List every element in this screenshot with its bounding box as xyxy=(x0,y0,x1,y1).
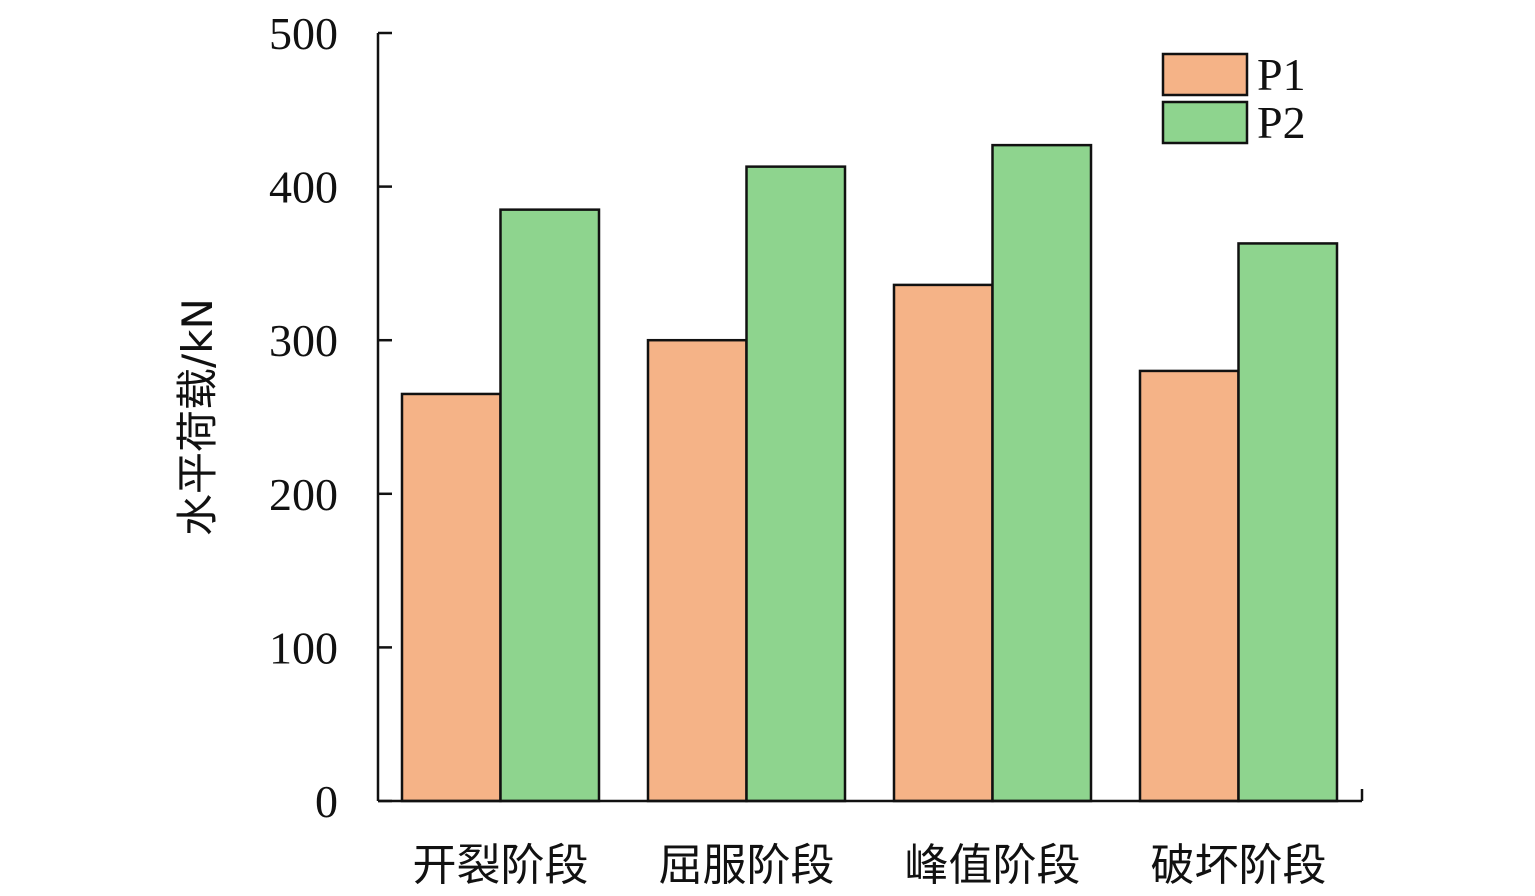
x-category-label: 破坏阶段 xyxy=(1151,840,1327,891)
y-tick-label: 0 xyxy=(315,776,338,827)
bar-p1-4 xyxy=(1138,369,1240,803)
bar-p2-4 xyxy=(1237,242,1339,803)
y-axis-title: 水平荷载/kN xyxy=(173,298,222,536)
bar-p2-2 xyxy=(745,165,847,803)
y-ticks: 0 100 200 300 400 500 xyxy=(269,8,392,827)
bar-p2-3 xyxy=(991,143,1093,803)
bar-p1-1 xyxy=(400,392,502,803)
bar-p1-3 xyxy=(892,283,994,803)
bar-p1-2 xyxy=(646,338,748,803)
y-tick-label: 500 xyxy=(269,8,338,59)
y-tick-label: 400 xyxy=(269,162,338,213)
bar-p2-1 xyxy=(499,208,601,803)
x-category-label: 开裂阶段 xyxy=(413,840,589,891)
legend-label-p1: P1 xyxy=(1257,49,1306,100)
y-tick-label: 300 xyxy=(269,315,338,366)
x-category-label: 峰值阶段 xyxy=(905,840,1081,891)
bars-layer xyxy=(400,143,1339,803)
x-category-label: 屈服阶段 xyxy=(659,840,835,891)
legend-swatch-p1 xyxy=(1161,52,1249,97)
y-tick-label: 200 xyxy=(269,469,338,520)
x-category-labels: 开裂阶段 屈服阶段 峰值阶段 破坏阶段 xyxy=(413,840,1327,891)
axes-layer xyxy=(376,33,1364,803)
y-tick-label: 100 xyxy=(269,622,338,673)
legend-swatch-p2 xyxy=(1161,100,1249,145)
legend-label-p2: P2 xyxy=(1257,97,1306,148)
